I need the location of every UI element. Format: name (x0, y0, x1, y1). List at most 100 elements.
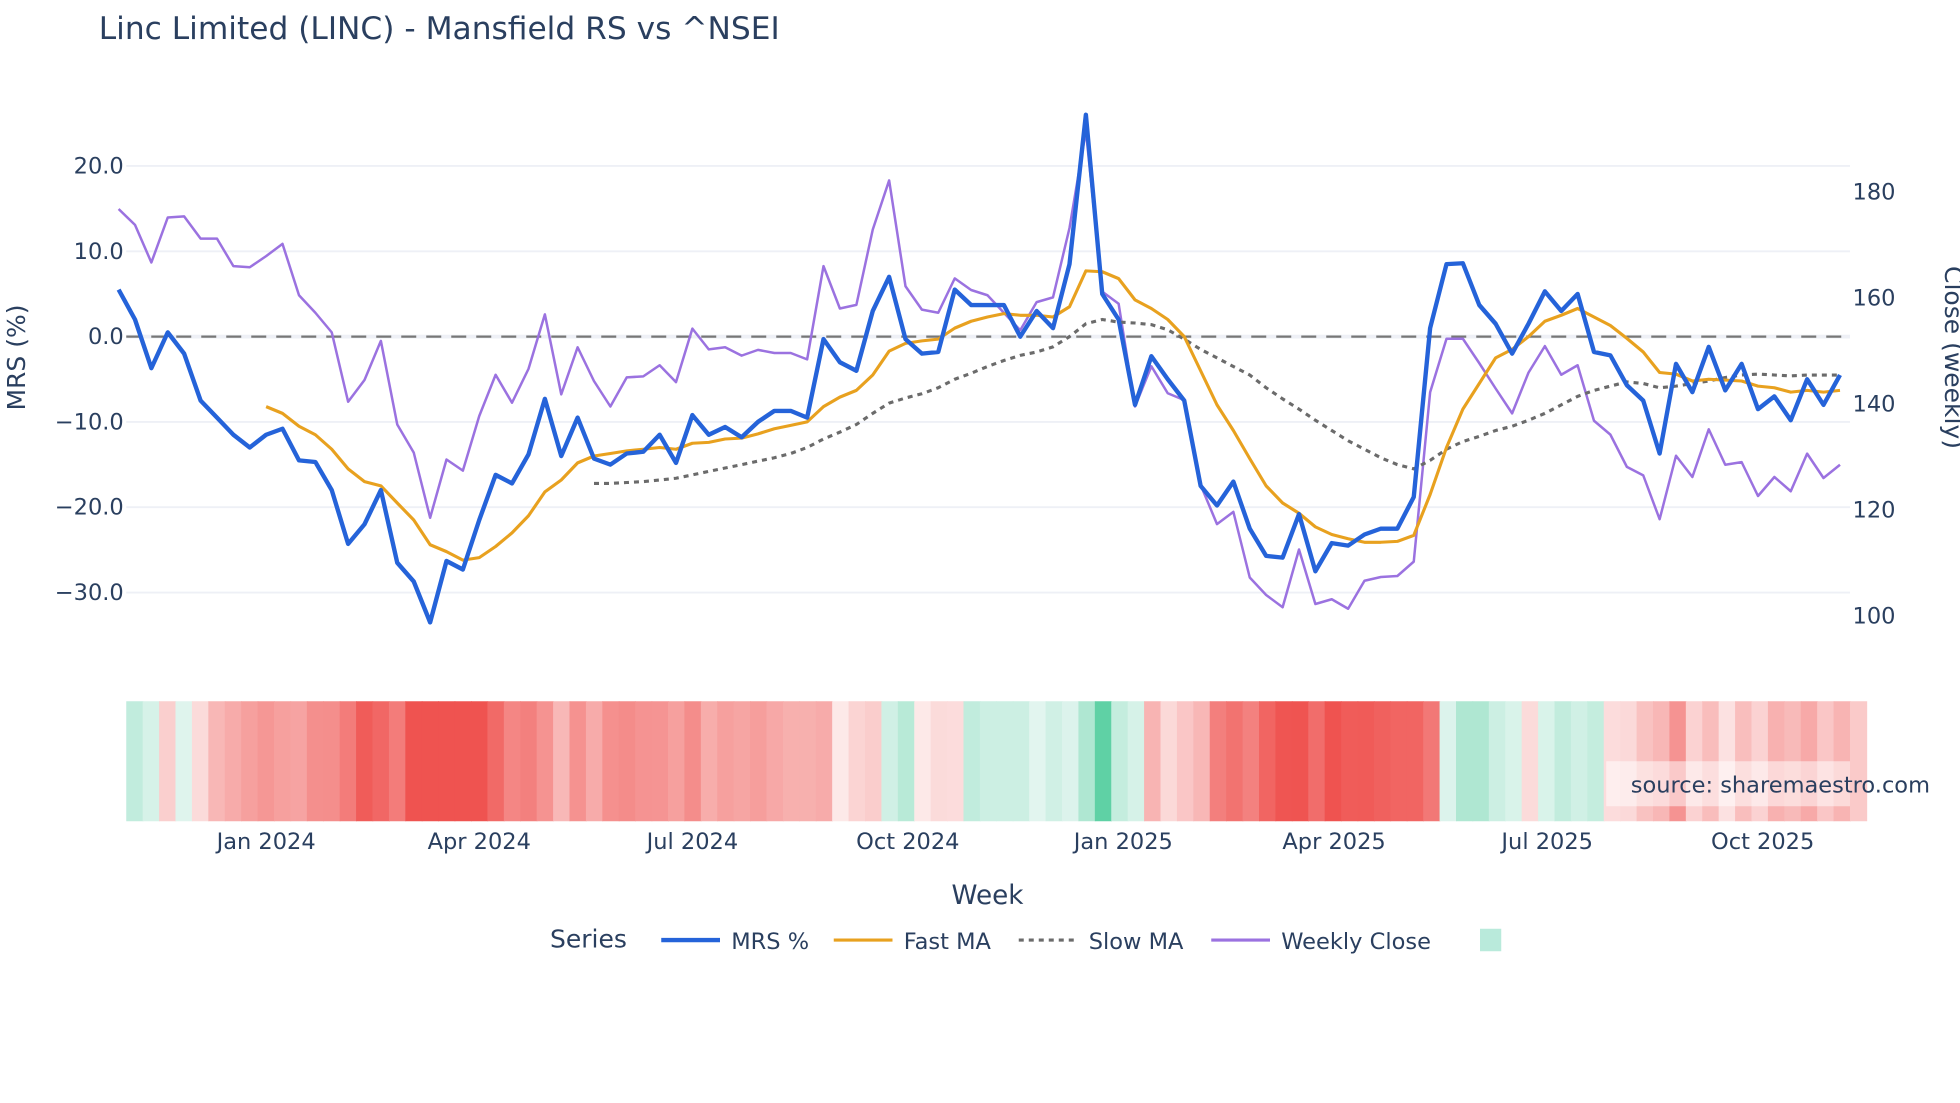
heatmap-cell (520, 701, 538, 822)
heatmap-cell (487, 701, 505, 822)
x-tick-label: Jan 2024 (215, 829, 316, 855)
heatmap-cell (175, 701, 193, 822)
x-axis-label: Week (952, 881, 1025, 911)
heatmap-cell (339, 701, 357, 822)
heatmap-cell (1275, 701, 1293, 822)
legend-title: Series (550, 925, 627, 954)
y-tick-label: 20.0 (74, 153, 124, 179)
heatmap-cell (1062, 701, 1080, 822)
heatmap-cell (651, 701, 669, 822)
y2-tick-label: 180 (1853, 180, 1896, 206)
heatmap-cell (372, 701, 390, 822)
x-tick-label: Apr 2024 (428, 829, 531, 855)
heatmap-cell (1176, 701, 1195, 822)
heatmap-cell (1439, 701, 1457, 822)
heatmap-cell (700, 701, 718, 822)
x-axis-ticks: Jan 2024 Apr 2024 Jul 2024 Oct 2024 Jan 2025… (215, 829, 1815, 855)
heatmap-cell (1242, 701, 1260, 822)
heatmap-cell (471, 701, 489, 822)
heatmap-cell (848, 701, 866, 822)
legend-item-label[interactable]: Weekly Close (1281, 929, 1431, 955)
watermark-bg (1606, 761, 1850, 807)
heatmap-cell (750, 701, 768, 822)
heatmap-cell (1373, 701, 1392, 822)
heatmap-cell (668, 701, 686, 822)
heatmap-cell (635, 701, 653, 822)
heatmap-cell (421, 701, 439, 822)
heatmap-cell (815, 701, 833, 822)
heatmap-cell (947, 701, 965, 822)
y2-tick-label: 160 (1853, 286, 1896, 312)
heatmap-cell (1308, 701, 1326, 822)
chart-title: Linc Limited (LINC) - Mansfield RS vs ^N… (99, 11, 780, 47)
heatmap-cell (1521, 701, 1539, 822)
heatmap-cell (1078, 701, 1096, 822)
heatmap-cell (1111, 701, 1129, 822)
heatmap-cell (208, 701, 226, 822)
legend-heatmap-swatch[interactable] (1480, 928, 1502, 952)
heatmap-cell (454, 701, 472, 822)
heatmap-cell (388, 701, 407, 822)
heatmap-cell (1505, 701, 1523, 822)
legend: Series MRS % Fast MA Slow MA Weekly Close (550, 925, 1502, 955)
heatmap-cell (1423, 701, 1441, 822)
heatmap-cell (536, 701, 554, 822)
y-axis-label: MRS (%) (2, 304, 31, 410)
heatmap-cell (996, 701, 1014, 822)
legend-item-label[interactable]: Fast MA (904, 929, 992, 955)
legend-item-label[interactable]: Slow MA (1089, 929, 1184, 955)
heatmap-cell (1587, 701, 1605, 822)
heatmap-cell (602, 701, 620, 822)
y2-axis-ticks: 180 160 140 120 100 (1853, 180, 1896, 630)
heatmap-cell (585, 701, 604, 822)
heatmap-cell (306, 701, 324, 822)
y-tick-label: −30.0 (55, 580, 124, 606)
heatmap-cell (1324, 701, 1342, 822)
heatmap-cell (405, 701, 423, 822)
heatmap-cell (1144, 701, 1162, 822)
heatmap-cell (159, 701, 177, 822)
heatmap-cell (1209, 701, 1227, 822)
x-tick-label: Jul 2024 (645, 829, 739, 855)
heatmap-cell (832, 701, 850, 822)
legend-item-label[interactable]: MRS % (731, 929, 809, 955)
x-tick-label: Jul 2025 (1499, 829, 1593, 855)
watermark: source: sharemaestro.com (1631, 773, 1930, 799)
heatmap-cell (1472, 701, 1490, 822)
heatmap-cell (1226, 701, 1244, 822)
heatmap-cell (766, 701, 784, 822)
weekly-close-line (117, 129, 1841, 610)
x-tick-label: Apr 2025 (1282, 829, 1385, 855)
y2-tick-label: 120 (1853, 497, 1896, 523)
heatmap-cell (618, 701, 636, 822)
heatmap-cell (1554, 701, 1572, 822)
heatmap-cell (1538, 701, 1556, 822)
heatmap-cell (257, 701, 275, 822)
gridlines (126, 165, 1850, 594)
heatmap-cell (191, 701, 210, 822)
heatmap-cell (1850, 701, 1868, 822)
heatmap-cell (126, 701, 144, 822)
heatmap-cell (979, 701, 998, 822)
heatmap-cell (799, 701, 817, 822)
heatmap-cell (323, 701, 341, 822)
heatmap-cell (684, 701, 702, 822)
heatmap-cell (717, 701, 735, 822)
heatmap-cell (553, 701, 571, 822)
heatmap-cell (963, 701, 981, 822)
x-tick-label: Oct 2024 (856, 829, 959, 855)
heatmap-cell (1012, 701, 1030, 822)
heatmap-cell (1390, 701, 1408, 822)
y-tick-label: −20.0 (55, 495, 124, 521)
y-tick-label: 0.0 (88, 324, 124, 350)
heatmap-cell (1259, 701, 1277, 822)
heatmap-cell (503, 701, 521, 822)
heatmap-cell (1045, 701, 1063, 822)
y-axis-ticks: 20.0 10.0 0.0 −10.0 −20.0 −30.0 (55, 153, 124, 606)
heatmap-cell (241, 701, 259, 822)
heatmap-cell (782, 701, 801, 822)
heatmap-cell (1029, 701, 1047, 822)
heatmap-cell (733, 701, 751, 822)
heatmap-cell (142, 701, 160, 822)
